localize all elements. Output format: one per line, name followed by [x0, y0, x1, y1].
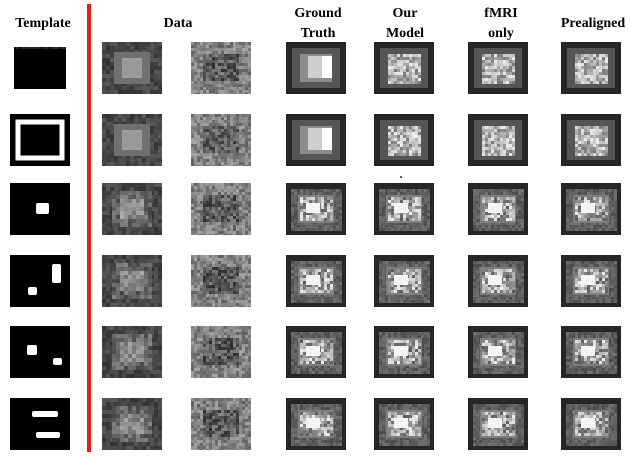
prealigned-image-row-2 — [561, 114, 621, 166]
our-model-image-row-3 — [374, 183, 434, 235]
prealigned-image-row-4 — [561, 255, 621, 307]
data-image-row-4 — [102, 255, 162, 307]
template-image-row-2 — [10, 114, 70, 166]
template-image-row-3 — [10, 183, 70, 235]
prealigned-image-row-5 — [561, 326, 621, 378]
template-image-row-5 — [10, 326, 70, 378]
template-image-row-4 — [10, 255, 70, 307]
header-ground-truth: Ground Truth — [294, 6, 342, 41]
ground-truth-image-row-3 — [286, 183, 346, 235]
header-our-model: Our Model — [385, 6, 425, 41]
header-data: Data — [163, 16, 193, 31]
ground-truth-image-row-5 — [286, 326, 346, 378]
data-image-row-3 — [102, 183, 162, 235]
our-model-image-row-4 — [374, 255, 434, 307]
template-image-row-6 — [10, 398, 70, 450]
data-image-row-5 — [102, 326, 162, 378]
red-divider — [87, 4, 91, 452]
prealigned-image-row-6 — [561, 398, 621, 450]
data-noisy-image-row-3 — [191, 183, 251, 235]
data-noisy-image-row-6 — [191, 398, 251, 450]
fmri-only-image-row-6 — [468, 398, 528, 450]
data-noisy-image-row-4 — [191, 255, 251, 307]
data-noisy-image-row-5 — [191, 326, 251, 378]
fmri-only-image-row-2 — [468, 114, 528, 166]
ground-truth-image-row-4 — [286, 255, 346, 307]
data-image-row-6 — [102, 398, 162, 450]
prealigned-image-row-1 — [561, 42, 621, 94]
prealigned-image-row-3 — [561, 183, 621, 235]
header-template: Template — [15, 16, 71, 31]
ground-truth-image-row-6 — [286, 398, 346, 450]
header-prealigned: Prealigned — [560, 16, 626, 31]
fmri-only-image-row-1 — [468, 42, 528, 94]
template-image-row-1 — [10, 42, 70, 94]
fmri-only-image-row-3 — [468, 183, 528, 235]
our-model-image-row-2 — [374, 114, 434, 166]
ground-truth-image-row-1 — [286, 42, 346, 94]
ground-truth-image-row-2 — [286, 114, 346, 166]
fmri-only-image-row-5 — [468, 326, 528, 378]
header-fmri-only: fMRI only — [484, 6, 518, 41]
our-model-image-row-6 — [374, 398, 434, 450]
our-model-image-row-1 — [374, 42, 434, 94]
stray-dot — [400, 176, 402, 178]
our-model-image-row-5 — [374, 326, 434, 378]
data-image-row-2 — [102, 114, 162, 166]
fmri-only-image-row-4 — [468, 255, 528, 307]
data-noisy-image-row-2 — [191, 114, 251, 166]
data-noisy-image-row-1 — [191, 42, 251, 94]
data-image-row-1 — [102, 42, 162, 94]
